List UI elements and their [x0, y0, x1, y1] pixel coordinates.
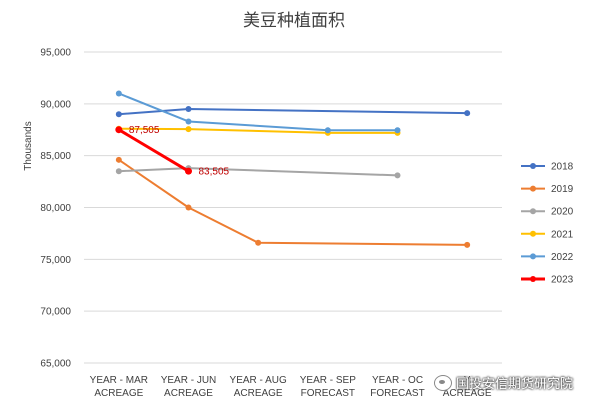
legend-label: 2019: [551, 184, 574, 195]
data-point-2019: [115, 156, 122, 163]
watermark-text: 国投安信期货研究院: [455, 376, 573, 391]
legend-entry-2019: 2019: [521, 184, 574, 195]
data-point-2022: [185, 118, 192, 125]
y-tick-label: 85,000: [40, 151, 71, 162]
series-line-2019: [118, 158, 468, 246]
legend-label: 2022: [551, 252, 574, 263]
data-point-2023: [185, 167, 192, 175]
y-tick-label: 80,000: [40, 203, 71, 214]
legend-entry-2018: 2018: [521, 162, 574, 173]
series-line-2023: [118, 128, 190, 173]
series-line-2021: [118, 127, 398, 134]
x-tick-label: ACREAGE: [94, 388, 143, 399]
x-tick-label: FORECAST: [301, 388, 355, 399]
legend-entry-2021: 2021: [521, 229, 574, 240]
data-labels: 87,505 83,505: [129, 125, 230, 177]
x-tick-label: Y: [464, 375, 471, 386]
legend-marker: [530, 276, 536, 282]
legend-label: 2021: [551, 229, 574, 240]
data-point-2020: [394, 172, 401, 179]
x-tick-label: YEAR - MAR: [90, 375, 148, 386]
legend: 2018 2019 2020 2021 2022 2023: [521, 162, 574, 286]
legend-entry-2023: 2023: [521, 275, 574, 286]
watermark: 国投安信期货研究院: [433, 373, 573, 392]
legend-entry-2020: 2020: [521, 207, 574, 218]
data-point-2019: [255, 239, 262, 246]
x-tick-label: YEAR - AUG: [230, 375, 287, 386]
data-point-2022: [394, 127, 401, 134]
data-point-2019: [464, 241, 471, 248]
data-label: 87,505: [129, 125, 160, 136]
chart-title: 美豆种植面积: [243, 11, 345, 30]
x-axis-ticks: YEAR - MAR ACREAGE YEAR - JUN ACREAGE YEAR -…: [90, 375, 492, 399]
legend-marker: [530, 253, 536, 260]
y-tick-label: 95,000: [40, 48, 71, 59]
x-tick-label: ACREAGE: [234, 388, 283, 399]
legend-label: 2018: [551, 162, 574, 173]
y-axis-label: Thousands: [23, 121, 34, 170]
data-point-2022: [324, 127, 331, 134]
legend-marker: [530, 230, 536, 237]
data-label: 83,505: [199, 167, 230, 178]
data-point-2020: [115, 168, 122, 175]
x-tick-label: YEAR - JUN: [161, 375, 217, 386]
gridlines: [84, 51, 502, 364]
data-point-2018: [115, 111, 122, 118]
data-point-2018: [464, 110, 471, 117]
y-tick-label: 75,000: [40, 255, 71, 266]
data-point-2019: [185, 204, 192, 211]
wechat-icon: [433, 374, 452, 391]
x-tick-label: ACREAGE: [164, 388, 213, 399]
y-axis-ticks: 65,000 70,000 75,000 80,000 85,000 90,000 95,0…: [40, 48, 71, 370]
legend-marker: [530, 185, 536, 192]
y-tick-label: 90,000: [40, 99, 71, 110]
legend-label: 2020: [551, 207, 574, 218]
legend-label: 2023: [551, 275, 574, 286]
series-line-2022: [118, 92, 398, 132]
x-tick-label: YEAR - SEP: [300, 375, 356, 386]
legend-entry-2022: 2022: [521, 252, 574, 263]
y-tick-label: 65,000: [40, 359, 71, 370]
data-point-2018: [185, 106, 192, 113]
data-point-2021: [185, 126, 192, 133]
data-point-2022: [115, 90, 122, 97]
series-lines: [115, 90, 471, 248]
y-tick-label: 70,000: [40, 307, 71, 318]
legend-marker: [530, 163, 536, 169]
x-tick-label: YEAR - OC: [372, 375, 423, 386]
x-tick-label: FORECAST: [370, 388, 424, 399]
legend-marker: [530, 208, 536, 215]
series-line-2020: [118, 167, 398, 177]
x-tick-label: ACREAGE: [443, 388, 492, 399]
data-point-2023: [115, 126, 123, 134]
